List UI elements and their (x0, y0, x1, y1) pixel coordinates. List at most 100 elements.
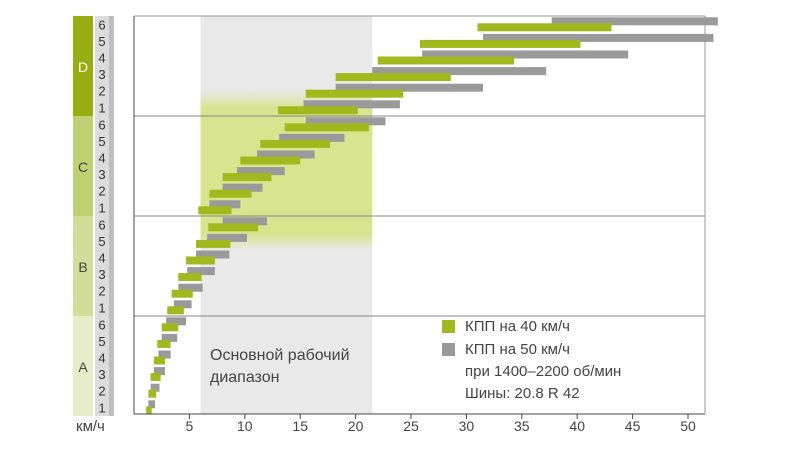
bar-50-B3 (187, 267, 215, 276)
bar-40-C1 (198, 206, 232, 215)
range-label-C: C (78, 159, 88, 175)
gear-column-edge-D (109, 16, 114, 116)
x-axis-label: км/ч (76, 418, 105, 435)
gear-label-A-1: 1 (98, 400, 105, 415)
range-column-D (73, 16, 93, 116)
gear-column-edge-B (109, 216, 114, 316)
working-range-band (200, 16, 373, 414)
gear-label-D-2: 2 (98, 84, 105, 99)
gear-label-A-6: 6 (98, 317, 105, 332)
axes: 5 10 15 20 25 30 35 40 45 50 (133, 15, 706, 434)
x-tick-label-5: 5 (186, 418, 194, 434)
bar-40-D5 (419, 39, 581, 48)
bar-40-D2 (305, 89, 404, 98)
range-label-D: D (78, 59, 88, 75)
bar-50-C3 (237, 167, 285, 176)
gear-label-B-5: 5 (98, 234, 105, 249)
gear-column-D (95, 16, 109, 116)
gear-label-C-4: 4 (98, 151, 105, 166)
bar-50-B4 (196, 250, 230, 259)
bar-40-C2 (209, 189, 252, 198)
x-tick-label-10: 10 (237, 418, 253, 434)
legend-label-40: КПП на 40 км/ч (465, 318, 570, 335)
gear-label-B-1: 1 (98, 300, 105, 315)
bar-50-A1 (148, 400, 156, 409)
bar-50-C6 (305, 117, 386, 126)
bar-40-A4 (153, 356, 166, 365)
bar-40-C5 (260, 139, 331, 148)
gear-label-D-5: 5 (98, 34, 105, 49)
gear-label-C-5: 5 (98, 134, 105, 149)
bar-40-D1 (278, 106, 358, 115)
x-tick-label-20: 20 (348, 418, 364, 434)
working-range-label-2: диапазон (210, 369, 279, 386)
gear-label-A-5: 5 (98, 334, 105, 349)
bar-40-A5 (157, 339, 171, 348)
bar-50-C1 (209, 200, 241, 209)
gear-column-edge-C (109, 116, 114, 216)
bar-50-D6 (551, 17, 718, 26)
bar-50-B6 (222, 217, 267, 226)
bar-50-D5 (483, 33, 714, 42)
rpm-note: при 1400–2200 об/мин (465, 363, 622, 380)
gear-label-C-3: 3 (98, 167, 105, 182)
bar-50-A5 (161, 333, 178, 342)
gear-column-edge-A (109, 316, 114, 416)
bar-50-B5 (207, 233, 248, 242)
gear-label-B-6: 6 (98, 217, 105, 232)
x-tick-label-40: 40 (569, 418, 585, 434)
gear-label-D-3: 3 (98, 67, 105, 82)
x-tick-label-25: 25 (403, 418, 419, 434)
gear-column-C (95, 116, 109, 216)
legend-item-40: КПП на 40 км/ч (442, 315, 621, 338)
bar-50-D2 (335, 83, 484, 92)
gear-label-C-6: 6 (98, 117, 105, 132)
tyres-note: Шины: 20.8 R 42 (465, 385, 580, 402)
legend-item-50: КПП на 50 км/ч (442, 338, 621, 361)
bar-50-A2 (150, 383, 160, 392)
gear-label-C-2: 2 (98, 184, 105, 199)
gear-label-D-4: 4 (98, 51, 105, 66)
bar-50-C5 (279, 133, 345, 142)
range-column-C (73, 116, 93, 216)
bar-marks (146, 17, 718, 415)
bar-40-B2 (171, 289, 193, 298)
legend-swatch-50 (442, 343, 455, 356)
bar-40-B1 (167, 306, 184, 315)
gear-label-B-2: 2 (98, 284, 105, 299)
bar-40-D4 (377, 56, 515, 65)
bar-40-D6 (477, 23, 612, 32)
bar-50-A4 (158, 350, 171, 359)
bar-50-B1 (173, 300, 192, 309)
bar-40-C3 (222, 173, 272, 182)
gear-column-A (95, 316, 109, 416)
bar-50-A3 (153, 367, 166, 376)
x-tick-label-15: 15 (292, 418, 308, 434)
bar-40-B6 (208, 223, 259, 232)
bar-40-B5 (196, 239, 231, 248)
x-tick-label-35: 35 (514, 418, 530, 434)
gear-label-A-4: 4 (98, 351, 105, 366)
bar-40-A6 (161, 323, 179, 332)
bar-50-C2 (222, 183, 263, 192)
gear-label-D-6: 6 (98, 17, 105, 32)
bar-50-D4 (422, 50, 629, 59)
bar-40-B4 (186, 256, 215, 265)
gear-label-D-1: 1 (98, 100, 105, 115)
legend-label-50: КПП на 50 км/ч (465, 341, 570, 358)
range-label-B: B (78, 259, 87, 275)
x-tick-label-45: 45 (625, 418, 641, 434)
gear-label-A-3: 3 (98, 367, 105, 382)
x-tick-label-50: 50 (680, 418, 696, 434)
bar-40-C4 (240, 156, 301, 165)
legend-swatch-40 (442, 320, 455, 333)
range-column-B (73, 216, 93, 316)
bar-40-A2 (148, 389, 157, 398)
bar-50-D3 (372, 67, 547, 76)
bar-40-A1 (146, 406, 152, 415)
bar-50-C4 (256, 150, 315, 159)
bar-50-A6 (166, 317, 187, 326)
legend: КПП на 40 км/ч КПП на 50 км/ч при 1400–2… (442, 315, 621, 405)
